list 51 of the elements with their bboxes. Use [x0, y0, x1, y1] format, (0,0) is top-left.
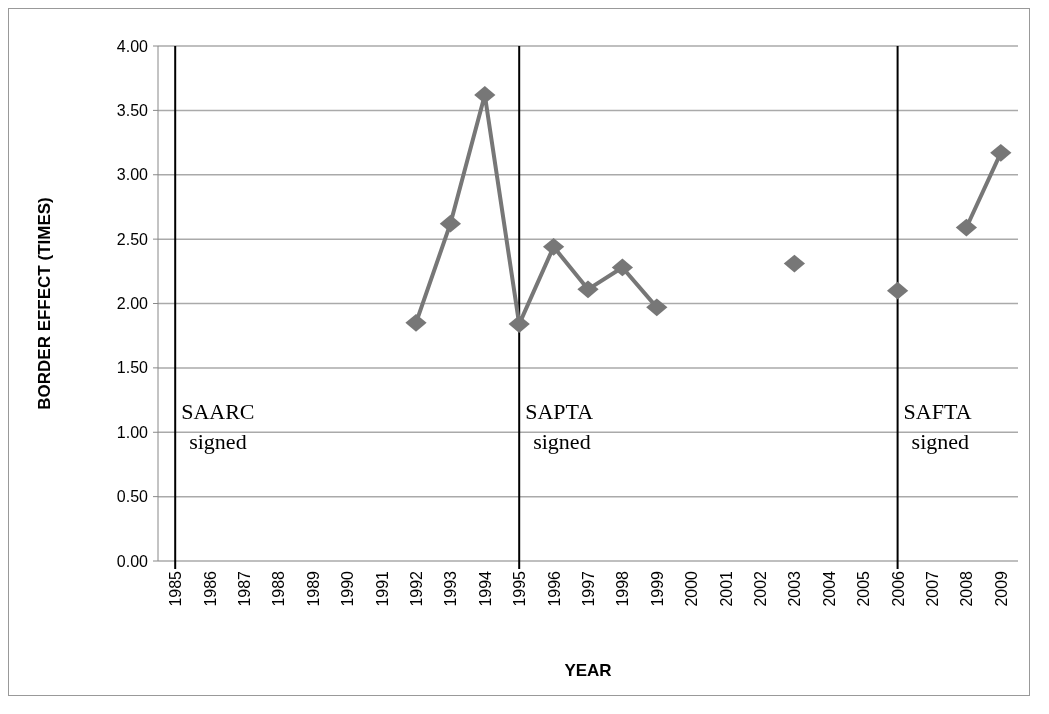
point — [783, 254, 806, 273]
x-tick-label: 1989 — [304, 570, 322, 607]
y-tick-label: 4.00 — [116, 37, 149, 55]
x-tick-label: 2006 — [889, 570, 907, 607]
x-tick-label: 2007 — [924, 570, 941, 607]
ref-line-label: SAARC signed — [181, 399, 255, 455]
ref-line-label: SAFTA signed — [903, 399, 972, 455]
y-tick-label: 1.00 — [116, 423, 149, 441]
x-tick-label: 2005 — [855, 570, 873, 607]
point — [955, 218, 978, 237]
x-tick-label: 2004 — [820, 570, 838, 607]
point — [405, 313, 427, 332]
x-tick-label: 2008 — [958, 570, 976, 607]
point — [990, 144, 1012, 162]
x-tick-label: 1987 — [236, 570, 253, 607]
y-tick-label: 3.50 — [116, 101, 149, 119]
x-tick-label: 1992 — [408, 570, 425, 607]
x-tick-label: 1998 — [614, 570, 632, 607]
y-tick-label: 2.00 — [116, 295, 149, 313]
x-tick-label: 1991 — [373, 570, 391, 607]
x-tick-label: 1986 — [201, 570, 219, 607]
y-tick-label: 3.00 — [116, 166, 149, 184]
x-tick-label: 1996 — [545, 570, 563, 607]
x-tick-label: 2001 — [717, 570, 735, 607]
x-tick-label: 1993 — [442, 570, 460, 607]
x-tick-label: 1997 — [580, 570, 597, 607]
x-tick-label: 1999 — [648, 570, 666, 607]
x-tick-label: 1990 — [339, 570, 357, 607]
y-tick-label: 2.50 — [116, 230, 149, 248]
x-axis-title: YEAR — [564, 661, 612, 680]
x-tick-label: 2003 — [786, 570, 804, 607]
point — [474, 86, 496, 104]
x-tick-label: 1995 — [511, 570, 529, 607]
x-tick-label: 2002 — [752, 570, 769, 607]
y-axis-title: BORDER EFFECT (TIMES) — [35, 197, 54, 410]
x-tick-label: 2009 — [992, 570, 1010, 607]
point — [542, 237, 565, 256]
x-tick-label: 1985 — [167, 570, 185, 607]
point — [646, 298, 668, 317]
x-tick-label: 1988 — [270, 570, 288, 607]
y-tick-label: 0.00 — [116, 552, 149, 570]
point — [577, 280, 599, 299]
point — [611, 258, 634, 277]
y-tick-label: 1.50 — [116, 359, 149, 377]
x-tick-label: 1994 — [476, 570, 494, 607]
point — [886, 281, 909, 300]
point — [439, 214, 462, 233]
y-tick-label: 0.50 — [116, 488, 149, 506]
x-tick-label: 2000 — [683, 570, 701, 607]
ref-line-label: SAPTA signed — [525, 399, 594, 455]
point — [508, 315, 530, 333]
